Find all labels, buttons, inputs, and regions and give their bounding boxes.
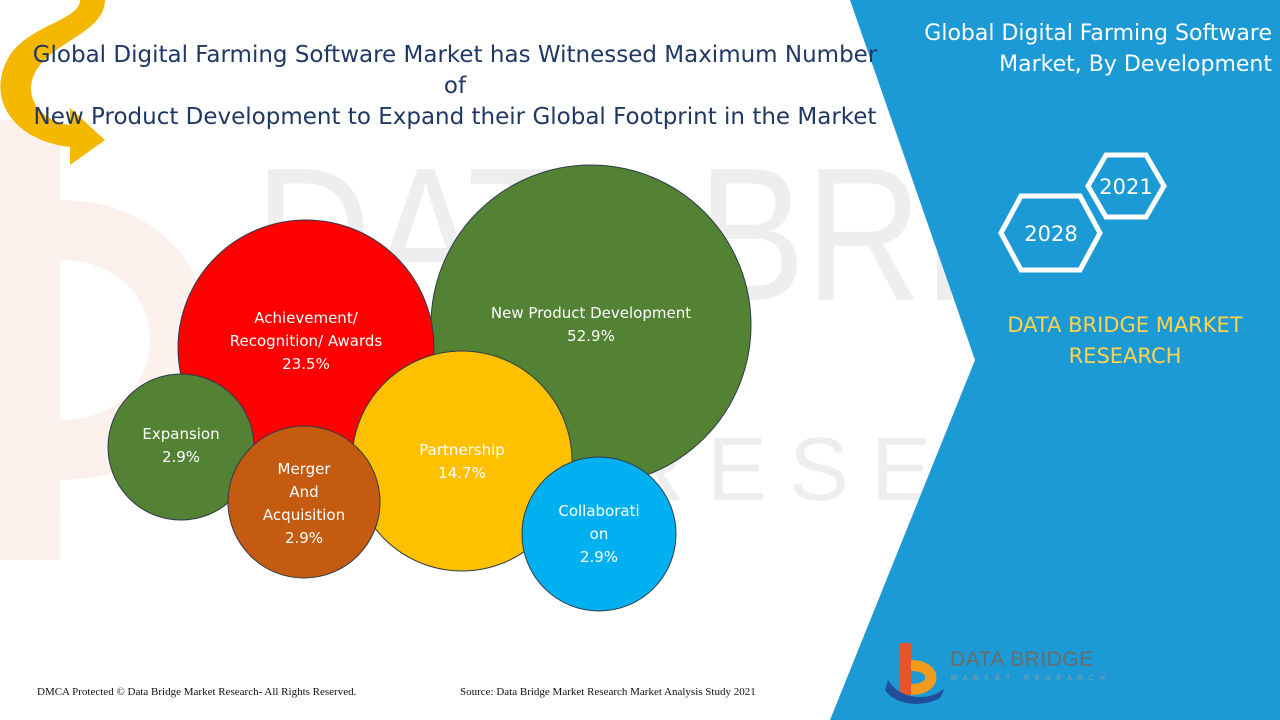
bubble-label: Expansion — [142, 425, 219, 443]
bubble-label: Achievement/ — [254, 309, 358, 327]
bubble-merger-and-acquisition: Merger And Acquisition 2.9% — [227, 425, 381, 579]
hexagon-2028 — [998, 193, 1103, 273]
bubble-label: Acquisition — [263, 506, 345, 524]
bubble-label: 2.9% — [285, 529, 323, 547]
source-note: Source: Data Bridge Market Research Mark… — [460, 686, 756, 698]
hexagon-2021 — [1085, 152, 1167, 220]
bubble-partnership: Partnership 14.7% — [351, 350, 573, 572]
brand-name-line-1: DATA BRIDGE MARKET — [1007, 313, 1243, 337]
bubble-label: Partnership — [419, 441, 505, 459]
logo-tagline: MARKET RESEARCH — [951, 675, 1111, 682]
side-panel-title: Global Digital Farming Software Market, … — [900, 18, 1272, 80]
bubble-label: New Product Development — [491, 304, 691, 322]
side-panel-title-line-1: Global Digital Farming Software — [924, 21, 1272, 46]
headline-line-1: Global Digital Farming Software Market h… — [32, 42, 878, 99]
bubble-expansion: Expansion 2.9% — [107, 373, 255, 521]
bubble-collaboration: Collaborati on 2.9% — [521, 456, 677, 612]
bubble-label: And — [289, 483, 318, 501]
page-headline: Global Digital Farming Software Market h… — [30, 40, 880, 133]
side-panel-bg — [830, 0, 1280, 720]
year-2028-label: 2028 — [1024, 222, 1077, 246]
curved-arrow-icon — [0, 0, 105, 165]
bubble-label: Collaborati — [558, 502, 639, 520]
bubble-circle — [521, 456, 677, 612]
brand-name: DATA BRIDGE MARKET RESEARCH — [975, 310, 1275, 372]
bubble-circle — [227, 425, 381, 579]
copyright-notice: DMCA Protected © Data Bridge Market Rese… — [37, 686, 357, 698]
year-2021-label: 2021 — [1099, 175, 1152, 199]
bubble-label: Merger — [278, 460, 332, 478]
brand-name-line-2: RESEARCH — [1068, 344, 1182, 368]
bubble-label: 23.5% — [282, 355, 330, 373]
logo-name: DATA BRIDGE — [950, 648, 1094, 671]
data-bridge-logo-icon — [885, 643, 945, 704]
bubble-label: 2.9% — [162, 448, 200, 466]
side-panel-title-line-2: Market, By Development — [999, 52, 1272, 77]
headline-line-2: New Product Development to Expand their … — [33, 104, 877, 130]
bubble-label: 52.9% — [567, 327, 615, 345]
bubble-label: 14.7% — [438, 464, 486, 482]
bubble-label: 2.9% — [580, 548, 618, 566]
bubble-label: on — [590, 525, 609, 543]
bubble-label: Recognition/ Awards — [230, 332, 383, 350]
